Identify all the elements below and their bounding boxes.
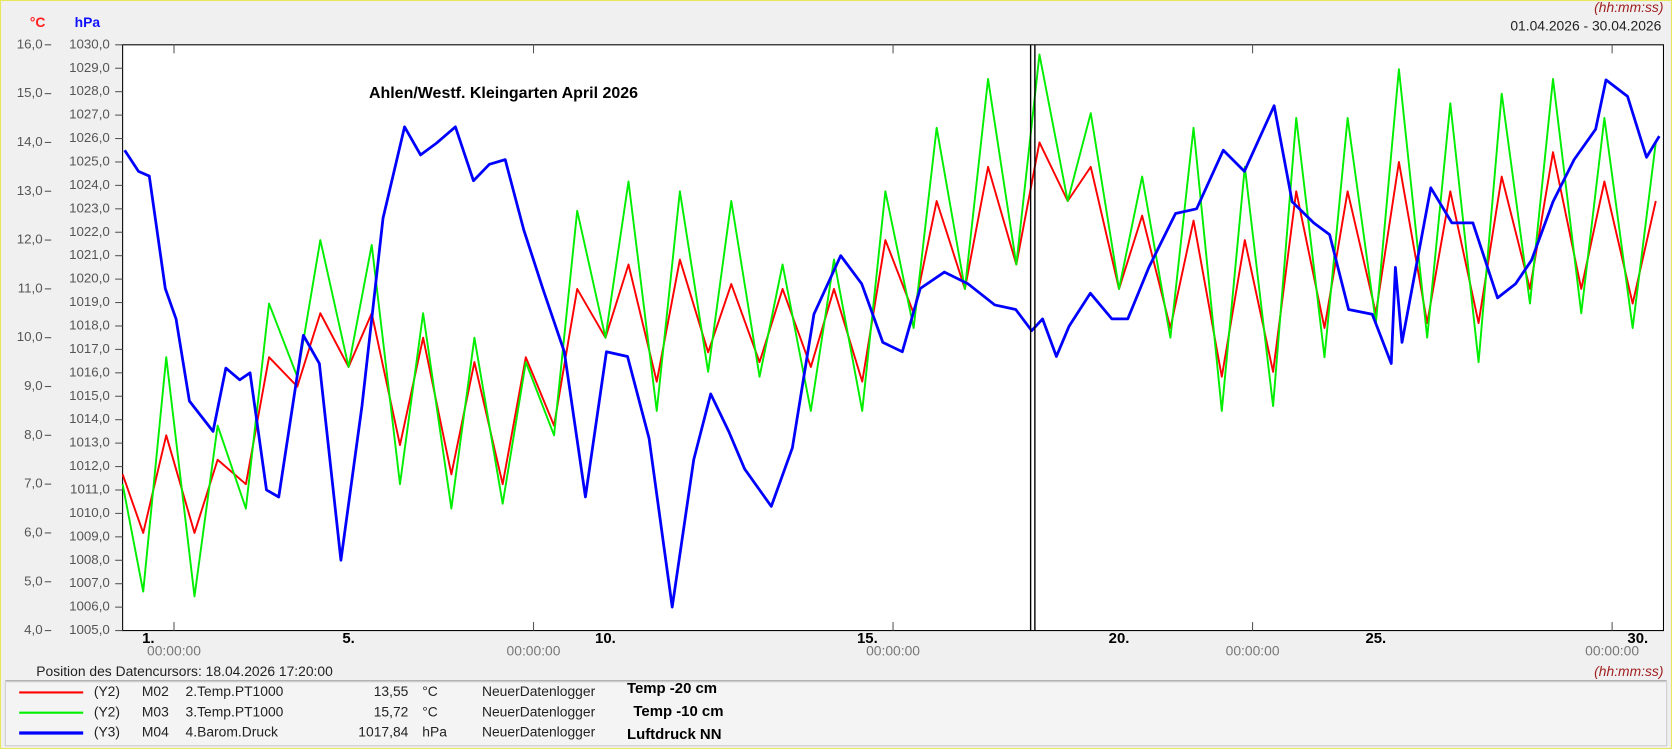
legend-note: Temp -10 cm	[633, 703, 723, 720]
legend-channel: M03	[142, 703, 169, 719]
legend-axis: (Y3)	[94, 724, 120, 740]
y2-tick-label: 1028,0	[69, 83, 110, 98]
legend-name: 4.Barom.Druck	[186, 724, 278, 740]
legend-device: NeuerDatenlogger	[482, 683, 596, 699]
x-tick-label: 00:00:00	[866, 643, 920, 659]
y-tick-label: 7,0	[24, 476, 43, 491]
legend-value: 1017,84	[358, 724, 408, 740]
day-label: 1.	[142, 630, 154, 647]
y-tick-label: 13,0	[17, 183, 43, 198]
x-tick-label: 00:00:00	[1226, 643, 1280, 659]
y2-tick-label: 1006,0	[69, 599, 110, 614]
y2-tick-label: 1010,0	[69, 505, 110, 520]
y-tick-label: 11,0	[18, 280, 43, 295]
cursor-position: Position des Datencursors: 18.04.2026 17…	[36, 663, 333, 679]
y2-tick-label: 1018,0	[69, 317, 110, 332]
legend-name: 2.Temp.PT1000	[186, 683, 284, 699]
day-label: 30.	[1627, 630, 1648, 647]
y-tick-label: 12,0	[17, 232, 43, 247]
y2-tick-label: 1024,0	[69, 177, 110, 192]
x-tick-label: 00:00:00	[1585, 643, 1639, 659]
legend-unit: °C	[422, 683, 438, 699]
day-label: 10.	[595, 630, 616, 647]
y2-tick-label: 1030,0	[69, 36, 110, 51]
time-unit: (hh:mm:ss)	[1594, 0, 1663, 15]
y-tick-label: 4,0	[24, 622, 43, 637]
legend-channel: M04	[142, 724, 169, 740]
x-tick-label: 00:00:00	[507, 643, 561, 659]
y2-tick-label: 1011,0	[70, 482, 110, 497]
y-unit: °C	[30, 14, 46, 30]
legend-table	[4, 681, 1668, 747]
y2-tick-label: 1022,0	[69, 224, 110, 239]
legend-name: 3.Temp.PT1000	[186, 703, 284, 719]
y2-unit: hPa	[75, 14, 101, 30]
y-tick-label: 14,0	[17, 134, 43, 149]
y2-tick-label: 1021,0	[69, 247, 110, 262]
y-tick-label: 8,0	[24, 427, 43, 442]
legend-channel: M02	[142, 683, 169, 699]
legend-unit: °C	[422, 703, 438, 719]
y2-tick-label: 1027,0	[69, 107, 110, 122]
y-tick-label: 15,0	[17, 85, 43, 100]
y2-tick-label: 1025,0	[69, 153, 110, 168]
time-unit: (hh:mm:ss)	[1594, 663, 1663, 679]
y2-tick-label: 1023,0	[69, 200, 110, 215]
legend-unit: hPa	[422, 724, 447, 740]
series-line	[123, 78, 1661, 609]
y-tick-label: 10,0	[17, 329, 43, 344]
day-label: 25.	[1365, 630, 1386, 647]
y-tick-label: 6,0	[24, 524, 43, 539]
y-tick-label: 16,0	[17, 36, 43, 51]
y2-tick-label: 1017,0	[69, 341, 110, 356]
x-tick-label: 00:00:00	[147, 643, 201, 659]
y2-tick-label: 1012,0	[69, 458, 110, 473]
y2-tick-label: 1029,0	[69, 60, 110, 75]
y2-tick-label: 1007,0	[69, 575, 110, 590]
y-tick-label: 5,0	[24, 573, 43, 588]
y2-tick-label: 1015,0	[69, 388, 110, 403]
y-tick-label: 9,0	[24, 378, 43, 393]
y2-tick-label: 1009,0	[69, 528, 110, 543]
y2-tick-label: 1013,0	[69, 435, 110, 450]
series-line	[121, 53, 1657, 598]
date-range: 01.04.2026 - 30.04.2026	[1510, 17, 1661, 33]
y2-tick-label: 1016,0	[69, 364, 110, 379]
legend-note: Temp -20 cm	[627, 680, 717, 697]
plot: 4,0 5,0 6,0 7,0 8,0 9,0 10,0 11,0 12,0 13,0 14,0 15…	[17, 36, 1661, 743]
y2-tick-label: 1008,0	[69, 552, 110, 567]
day-label: 20.	[1109, 630, 1130, 647]
legend-value: 15,72	[374, 703, 409, 719]
legend-axis: (Y2)	[94, 683, 120, 699]
legend-device: NeuerDatenlogger	[482, 724, 596, 740]
y2-tick-label: 1019,0	[69, 294, 110, 309]
y2-tick-label: 1014,0	[69, 411, 110, 426]
day-label: 15.	[857, 630, 878, 647]
legend-device: NeuerDatenlogger	[482, 703, 596, 719]
legend-axis: (Y2)	[94, 703, 120, 719]
y2-tick-label: 1026,0	[69, 130, 110, 145]
chart-title: Ahlen/Westf. Kleingarten April 2026	[369, 85, 638, 102]
y2-tick-label: 1020,0	[69, 271, 110, 286]
legend-note: Luftdruck NN	[627, 726, 721, 743]
day-label: 5.	[342, 630, 354, 647]
y2-tick-label: 1005,0	[69, 622, 110, 637]
legend-value: 13,55	[374, 683, 409, 699]
